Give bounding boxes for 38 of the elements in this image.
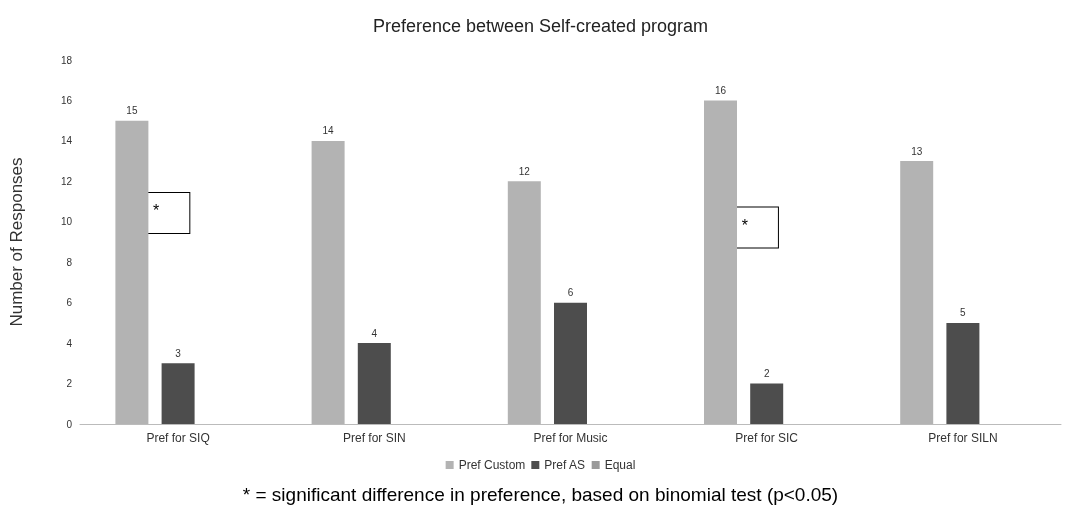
x-tick-label: Pref for Music [533, 431, 608, 445]
y-tick-label: 10 [60, 216, 73, 228]
y-tick-label: 6 [66, 297, 73, 309]
x-tick-label: Pref for SILN [928, 431, 998, 445]
bar [750, 383, 784, 424]
y-tick-label: 18 [60, 54, 73, 66]
data-label: 4 [371, 327, 378, 339]
data-label: 13 [911, 145, 923, 157]
data-label: 6 [567, 287, 574, 299]
data-label: 14 [322, 125, 335, 137]
y-tick-label: 2 [66, 378, 73, 390]
data-label: 3 [175, 347, 182, 359]
data-label: 12 [518, 165, 531, 177]
x-tick-label: Pref for SIC [735, 431, 799, 445]
y-tick-label: 4 [66, 337, 73, 349]
legend-label: Equal [604, 458, 636, 472]
text: * = significant difference in preference, based on binomial test (p<0.05) [242, 484, 839, 505]
data-label: 5 [960, 307, 967, 319]
data-label: 2 [763, 368, 770, 380]
annotation: * [741, 216, 748, 234]
y-tick-label: 0 [66, 418, 73, 430]
chart-title: Preference between Self-created program [372, 16, 709, 36]
data-label: 16 [714, 84, 727, 96]
bar [357, 343, 391, 424]
legend-label: Pref Custom [458, 458, 526, 472]
bar [161, 363, 195, 424]
legend-label: Pref AS [544, 458, 586, 472]
x-tick-label: Pref for SIQ [146, 431, 210, 445]
bar [554, 302, 587, 424]
y-tick-label: 8 [66, 256, 73, 268]
data-label: 15 [126, 105, 138, 117]
bar [946, 322, 980, 424]
y-tick-label: 12 [60, 175, 73, 187]
y-tick-label: 14 [60, 135, 73, 147]
y-tick-label: 16 [60, 94, 73, 106]
x-tick-label: Pref for SIN [342, 431, 406, 445]
annotation: * [153, 202, 160, 220]
y-axis-title: Number of Responses [7, 157, 26, 327]
